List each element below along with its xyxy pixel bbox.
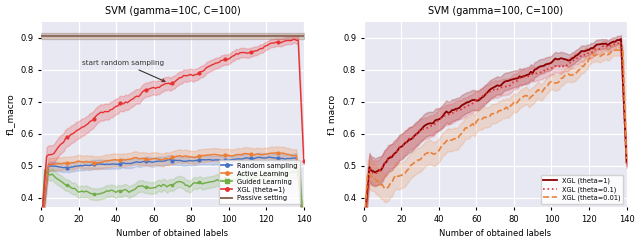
- X-axis label: Number of obtained labels: Number of obtained labels: [116, 229, 228, 238]
- Y-axis label: f1_macro: f1_macro: [6, 94, 15, 135]
- Legend: Random sampling, Active Learning, Guided Learning, XGL (theta=1), Passive settin: Random sampling, Active Learning, Guided…: [219, 160, 300, 204]
- Title: SVM (gamma=10C, C=100): SVM (gamma=10C, C=100): [104, 6, 240, 16]
- Title: SVM (gamma=100, C=100): SVM (gamma=100, C=100): [428, 6, 563, 16]
- Y-axis label: f1 macro: f1 macro: [328, 94, 337, 135]
- Text: start random sampling: start random sampling: [83, 60, 165, 81]
- Legend: XGL (theta=1), XGL (theta=0.1), XGL (theta=0.01): XGL (theta=1), XGL (theta=0.1), XGL (the…: [541, 175, 623, 204]
- X-axis label: Number of obtained labels: Number of obtained labels: [439, 229, 551, 238]
